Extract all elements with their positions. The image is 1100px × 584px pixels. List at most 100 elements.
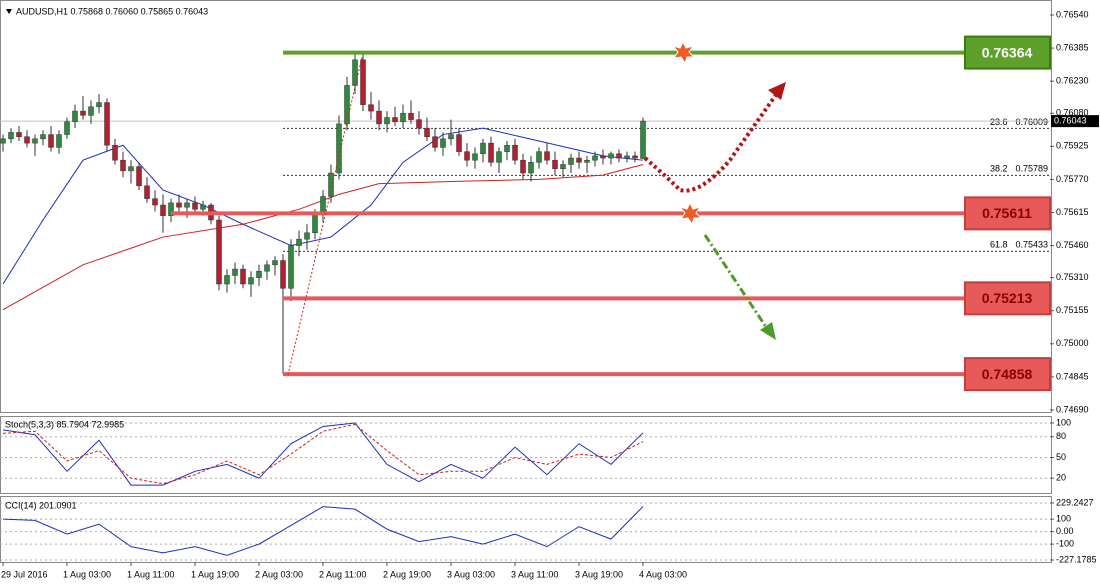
candle-body bbox=[232, 268, 238, 276]
y-tick-label: -227.1785 bbox=[1056, 554, 1097, 564]
candle-body bbox=[640, 120, 646, 159]
level-box bbox=[964, 196, 1051, 231]
candle-body bbox=[176, 202, 182, 208]
candle-body bbox=[184, 202, 190, 208]
candle-body bbox=[336, 123, 342, 174]
fib-value: 0.76009 bbox=[1015, 117, 1048, 127]
plot-layer: 0.76540 0.76385 0.76230 0.76080 0.75925 0.757… bbox=[0, 9, 1099, 579]
candle-body bbox=[296, 238, 302, 246]
indicator-line bbox=[2, 422, 644, 486]
x-tick-label: 2 Aug 11:00 bbox=[319, 569, 366, 579]
y-tick-label: 0.74690 bbox=[1056, 404, 1089, 414]
candle-body bbox=[8, 132, 14, 140]
candle-body bbox=[432, 136, 438, 148]
candle-body bbox=[632, 155, 638, 159]
cci-panel bbox=[0, 496, 1052, 563]
y-tick-label: 0.76540 bbox=[1056, 9, 1089, 19]
level-box bbox=[964, 281, 1051, 316]
candle-body bbox=[440, 138, 446, 148]
candle-body bbox=[464, 151, 470, 161]
level-label: 0.76364 bbox=[982, 44, 1033, 60]
candle-body bbox=[128, 166, 134, 172]
candle-body bbox=[248, 277, 254, 285]
fib-ratio: 23.6 bbox=[990, 117, 1008, 127]
candle-body bbox=[224, 275, 230, 285]
x-tick-label: 3 Aug 19:00 bbox=[575, 569, 623, 579]
y-tick-label: -100 bbox=[1056, 538, 1074, 548]
y-tick-label: 0.75925 bbox=[1056, 141, 1089, 151]
y-tick-label: 20 bbox=[1056, 473, 1066, 483]
moving-average bbox=[2, 127, 644, 285]
x-tick-label: 2 Aug 19:00 bbox=[383, 569, 431, 579]
y-tick-label: 0.76080 bbox=[1056, 108, 1089, 118]
level-label: 0.75611 bbox=[982, 205, 1032, 221]
candle-body bbox=[320, 196, 326, 214]
y-tick-label: 0.76230 bbox=[1056, 76, 1089, 86]
level-box bbox=[964, 357, 1051, 392]
x-tick-label: 1 Aug 19:00 bbox=[191, 569, 239, 579]
x-tick-label: 2 Aug 03:00 bbox=[255, 569, 303, 579]
candle-body bbox=[536, 151, 542, 163]
fib-trendline bbox=[287, 56, 363, 376]
y-tick-label: 0.76385 bbox=[1056, 42, 1089, 52]
chart-title: AUDUSD,H1 0.75868 0.76060 0.75865 0.7604… bbox=[16, 6, 208, 16]
candle-body bbox=[624, 155, 630, 159]
candle-body bbox=[200, 204, 206, 210]
candle-body bbox=[600, 155, 606, 159]
candle-body bbox=[400, 112, 406, 123]
x-tick-label: 3 Aug 03:00 bbox=[447, 569, 495, 579]
up-arrow bbox=[643, 90, 780, 193]
candle-body bbox=[576, 157, 582, 163]
y-tick-label: 100 bbox=[1056, 514, 1071, 524]
y-tick-label: 0.00 bbox=[1056, 526, 1074, 536]
candle-body bbox=[264, 264, 270, 272]
y-tick-label: 80 bbox=[1056, 431, 1066, 441]
candle-body bbox=[480, 142, 486, 155]
x-tick-label: 29 Jul 2016 bbox=[1, 569, 48, 579]
fib-value: 0.75789 bbox=[1015, 164, 1048, 174]
candle-body bbox=[392, 117, 398, 123]
candle-body bbox=[152, 198, 158, 206]
candle-body bbox=[104, 102, 110, 146]
main-panel bbox=[0, 0, 1052, 413]
candle-body bbox=[408, 112, 414, 120]
down-arrowhead bbox=[760, 322, 776, 340]
level-box bbox=[964, 35, 1051, 70]
candle-body bbox=[160, 204, 166, 216]
cci-title: CCI(14) 201.0901 bbox=[5, 500, 77, 510]
candle-body bbox=[288, 245, 294, 289]
candle-body bbox=[144, 185, 150, 199]
candle-body bbox=[312, 213, 318, 234]
up-arrowhead bbox=[768, 82, 786, 100]
level-label: 0.75213 bbox=[982, 290, 1033, 306]
candle-body bbox=[616, 153, 622, 159]
candle-body bbox=[592, 155, 598, 161]
candle-body bbox=[0, 138, 6, 144]
x-tick-label: 1 Aug 03:00 bbox=[63, 569, 111, 579]
price-label: 0.76043 bbox=[1054, 115, 1087, 125]
y-tick-label: 0.74845 bbox=[1056, 371, 1089, 381]
candle-body bbox=[120, 159, 126, 172]
candle-body bbox=[256, 270, 262, 278]
indicator-line bbox=[2, 506, 644, 556]
candle-body bbox=[16, 132, 22, 137]
level-label: 0.74858 bbox=[982, 366, 1033, 382]
candle-body bbox=[56, 134, 62, 148]
y-tick-label: 229.2427 bbox=[1056, 497, 1094, 507]
stoch-panel bbox=[0, 416, 1052, 494]
candle-body bbox=[280, 260, 286, 289]
y-tick-label: 0.75770 bbox=[1056, 174, 1089, 184]
candle-body bbox=[608, 153, 614, 159]
candle-body bbox=[568, 157, 574, 165]
candle-body bbox=[360, 59, 366, 105]
candle-body bbox=[368, 104, 374, 112]
candle-body bbox=[488, 142, 494, 163]
fib-value: 0.75433 bbox=[1015, 240, 1048, 250]
candle-body bbox=[496, 151, 502, 163]
candle-body bbox=[560, 164, 566, 169]
candle-body bbox=[472, 153, 478, 161]
candle-body bbox=[136, 166, 142, 187]
candle-body bbox=[448, 134, 454, 140]
candle-body bbox=[544, 151, 550, 161]
x-tick-label: 4 Aug 03:00 bbox=[639, 569, 687, 579]
